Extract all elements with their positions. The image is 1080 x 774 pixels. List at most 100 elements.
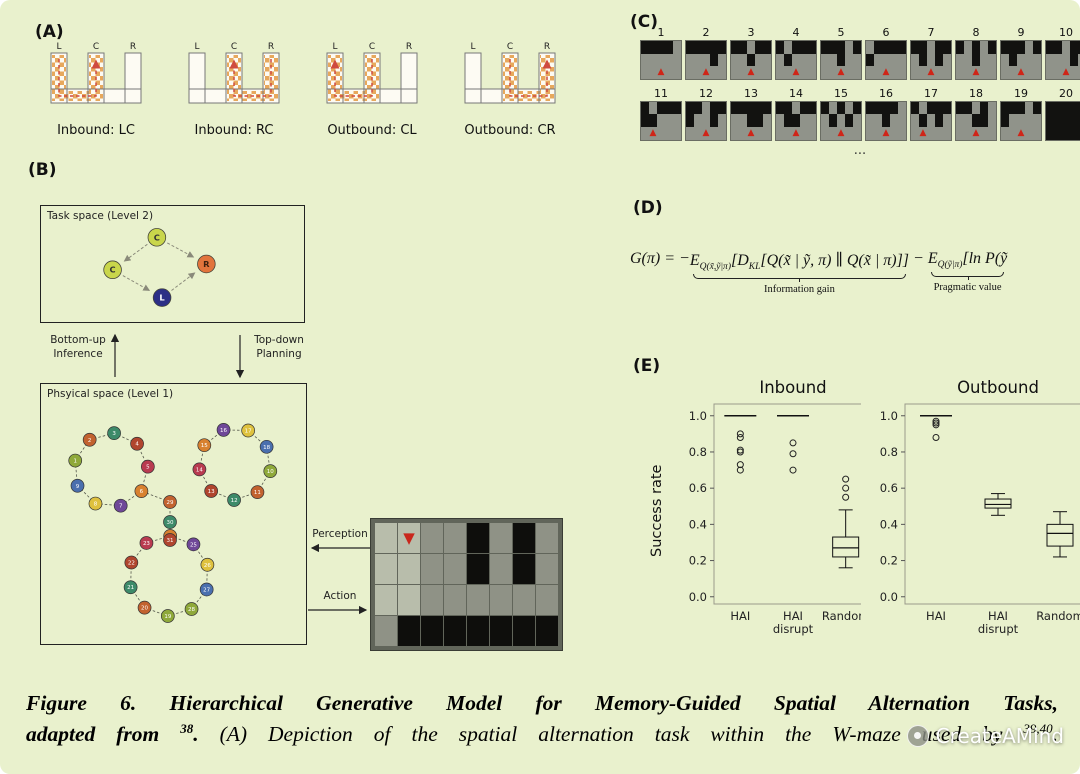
state-tile-grid: ▲ [685,100,727,141]
information-gain-term: EQ(x̃,ỹ|π)[DKL[Q(x̃ | ỹ, π) ∥ Q(x̃ | π)]… [689,252,910,296]
maze-caption: Inbound: RC [194,123,274,138]
perception-action-arrows [308,543,372,615]
watermark-text: CreateAMind [935,724,1064,748]
svg-text:disrupt: disrupt [978,622,1019,636]
maze-row: L C R Inbound: LC L C R Inbound: RC L C R Outbound:… [35,40,571,138]
svg-text:18: 18 [263,445,270,451]
svg-text:HAI: HAI [730,609,750,623]
svg-text:HAI: HAI [926,609,946,623]
svg-text:L: L [470,42,475,52]
underbrace [930,272,1005,281]
state-tile-number: 11 [654,86,668,100]
state-tile-4: 4 ▲ [775,26,817,80]
task-space-box: Task space (Level 2) C R C L [40,205,305,323]
state-tile-grid: ▲ [1045,40,1080,80]
svg-text:Inbound: Inbound [759,378,826,397]
svg-text:Random: Random [822,609,861,623]
svg-text:0.4: 0.4 [689,517,707,531]
eq-prefix: G(π) = − [630,250,690,267]
svg-text:27: 27 [203,587,210,593]
state-tile-10: 10 ▲ [1045,26,1080,80]
state-tile-number: 16 [879,86,893,100]
agent-icon: ▲ [972,67,980,78]
agent-icon: ▲ [747,67,755,78]
physical-space-graph: 1234567891011121314151617181920212223242… [68,423,278,623]
svg-text:21: 21 [127,585,134,591]
agent-icon: ▲ [747,128,755,139]
caption-line-1: Figure 6. Hierarchical Generative Model … [26,691,1058,715]
panel-c-label: (C) [630,12,659,32]
svg-text:L: L [194,42,199,52]
svg-text:C: C [231,42,237,52]
agent-icon: ▲ [882,67,890,78]
svg-text:C: C [110,265,116,275]
svg-text:8: 8 [94,502,98,508]
state-tile-grid: ▲ [685,40,727,80]
state-tile-11: 11 ▲ [640,87,682,141]
svg-text:11: 11 [254,490,261,496]
svg-text:1: 1 [73,459,77,465]
state-tile-number: 3 [747,26,755,39]
task-space-title: Task space (Level 2) [47,210,154,222]
agent-icon: ▼ [403,529,415,547]
state-tile-19: 19 ▲ [1000,87,1042,141]
panel-a-label: (A) [35,22,64,42]
svg-text:30: 30 [167,520,174,526]
agent-icon: ▲ [702,67,710,78]
success-rate-charts: Success rate Inbound 1.0 0.8 0.6 0.4 0.2 0.0 HA… [648,376,1080,650]
svg-text:17: 17 [245,428,252,434]
agent-icon: ▲ [1062,67,1070,78]
svg-text:4: 4 [135,442,139,448]
svg-text:29: 29 [167,500,174,506]
state-tile-grid: ▲ [730,40,772,80]
maze-caption: Inbound: LC [57,123,135,138]
physical-space-title: Phsyical space (Level 1) [47,388,174,400]
svg-text:L: L [332,42,337,52]
state-tiles: 1 ▲ 2 ▲ 3 ▲ 4 ▲ 5 ▲ 6 ▲ 7 ▲ 8 ▲ 9 ▲ 10 ▲ 11 ▲ 12 ▲ 13 ▲ 14 ▲ 15 ▲ 16 ▲… [640,26,1080,158]
state-tile-number: 18 [969,86,983,100]
state-tile-number: 14 [789,86,803,100]
svg-text:10: 10 [267,469,274,475]
perception-label: Perception [312,528,368,540]
maze-caption: Outbound: CL [327,123,417,138]
state-tile-grid: ▲ [820,100,862,141]
action-label: Action [323,590,357,602]
svg-text:L: L [159,293,165,303]
state-tile-number: 15 [834,86,848,100]
underbrace [692,274,907,283]
svg-text:0.6: 0.6 [880,481,898,495]
svg-text:R: R [544,42,550,52]
svg-text:L: L [56,42,61,52]
svg-text:9: 9 [76,484,80,490]
agent-icon: ▲ [972,128,980,139]
svg-text:15: 15 [201,443,208,449]
svg-text:C: C [154,232,160,242]
svg-text:13: 13 [208,489,215,495]
maze-outbound-cl: L C R Outbound: CL [311,40,433,138]
state-tile-grid: ▲ [775,100,817,141]
svg-text:19: 19 [164,614,171,620]
state-tile-6: 6 ▲ [865,26,907,80]
state-tile-number: 2 [702,26,710,39]
agent-icon: ▲ [927,67,935,78]
state-tile-5: 5 ▲ [820,26,862,80]
svg-text:0.4: 0.4 [880,517,898,531]
task-space-graph: C R C L [103,228,216,307]
state-tile-grid: ▲ [640,40,682,80]
state-tile-number: 17 [924,86,938,100]
svg-text:0.6: 0.6 [689,481,707,495]
agent-icon: ▲ [657,67,665,78]
agent-icon: ▲ [792,67,800,78]
state-tile-3: 3 ▲ [730,26,772,80]
svg-text:C: C [507,42,513,52]
eq-minus: − [909,250,928,267]
caption-line-2: adapted from 38. (A) Depiction of the sp… [26,721,1059,747]
svg-text:0.2: 0.2 [880,554,898,568]
svg-text:28: 28 [188,607,195,613]
panel-d-label: (D) [633,198,663,218]
state-tile-7: 7 ▲ [910,26,952,80]
